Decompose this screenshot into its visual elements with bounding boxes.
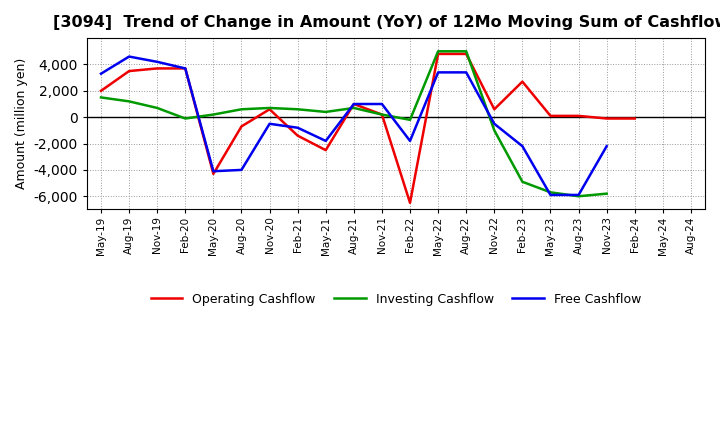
Free Cashflow [405, 138, 414, 143]
Free Cashflow [153, 59, 161, 65]
Investing Cashflow [265, 105, 274, 110]
Operating Cashflow [603, 116, 611, 121]
Free Cashflow [293, 125, 302, 130]
Operating Cashflow [377, 112, 386, 117]
Free Cashflow [265, 121, 274, 126]
Operating Cashflow [293, 133, 302, 138]
Investing Cashflow [293, 106, 302, 112]
Operating Cashflow [237, 124, 246, 129]
Free Cashflow [603, 143, 611, 149]
Free Cashflow [433, 70, 442, 75]
Investing Cashflow [153, 105, 161, 110]
Operating Cashflow [631, 116, 639, 121]
Investing Cashflow [462, 49, 471, 54]
Investing Cashflow [181, 116, 189, 121]
Operating Cashflow [518, 79, 527, 84]
Investing Cashflow [575, 194, 583, 199]
Operating Cashflow [575, 113, 583, 118]
Operating Cashflow [181, 66, 189, 71]
Line: Operating Cashflow: Operating Cashflow [101, 54, 635, 203]
Free Cashflow [349, 101, 358, 106]
Investing Cashflow [209, 112, 217, 117]
Operating Cashflow [209, 171, 217, 176]
Free Cashflow [490, 121, 499, 126]
Operating Cashflow [433, 51, 442, 57]
Free Cashflow [575, 192, 583, 198]
Investing Cashflow [377, 112, 386, 117]
Investing Cashflow [603, 191, 611, 196]
Operating Cashflow [265, 106, 274, 112]
Free Cashflow [321, 138, 330, 143]
Legend: Operating Cashflow, Investing Cashflow, Free Cashflow: Operating Cashflow, Investing Cashflow, … [146, 288, 646, 311]
Operating Cashflow [462, 51, 471, 57]
Investing Cashflow [237, 106, 246, 112]
Free Cashflow [546, 192, 555, 198]
Free Cashflow [209, 169, 217, 174]
Investing Cashflow [405, 117, 414, 122]
Free Cashflow [237, 167, 246, 172]
Free Cashflow [125, 54, 133, 59]
Operating Cashflow [96, 88, 105, 93]
Title: [3094]  Trend of Change in Amount (YoY) of 12Mo Moving Sum of Cashflows: [3094] Trend of Change in Amount (YoY) o… [53, 15, 720, 30]
Y-axis label: Amount (million yen): Amount (million yen) [15, 58, 28, 189]
Operating Cashflow [125, 69, 133, 74]
Operating Cashflow [546, 113, 555, 118]
Free Cashflow [377, 101, 386, 106]
Operating Cashflow [405, 200, 414, 205]
Operating Cashflow [490, 106, 499, 112]
Investing Cashflow [490, 128, 499, 133]
Investing Cashflow [321, 109, 330, 114]
Line: Free Cashflow: Free Cashflow [101, 57, 607, 195]
Operating Cashflow [153, 66, 161, 71]
Free Cashflow [462, 70, 471, 75]
Investing Cashflow [125, 99, 133, 104]
Free Cashflow [96, 71, 105, 76]
Operating Cashflow [349, 101, 358, 106]
Free Cashflow [518, 143, 527, 149]
Investing Cashflow [433, 49, 442, 54]
Free Cashflow [181, 66, 189, 71]
Investing Cashflow [546, 190, 555, 195]
Investing Cashflow [518, 179, 527, 184]
Operating Cashflow [321, 147, 330, 153]
Investing Cashflow [349, 105, 358, 110]
Investing Cashflow [96, 95, 105, 100]
Line: Investing Cashflow: Investing Cashflow [101, 51, 607, 196]
